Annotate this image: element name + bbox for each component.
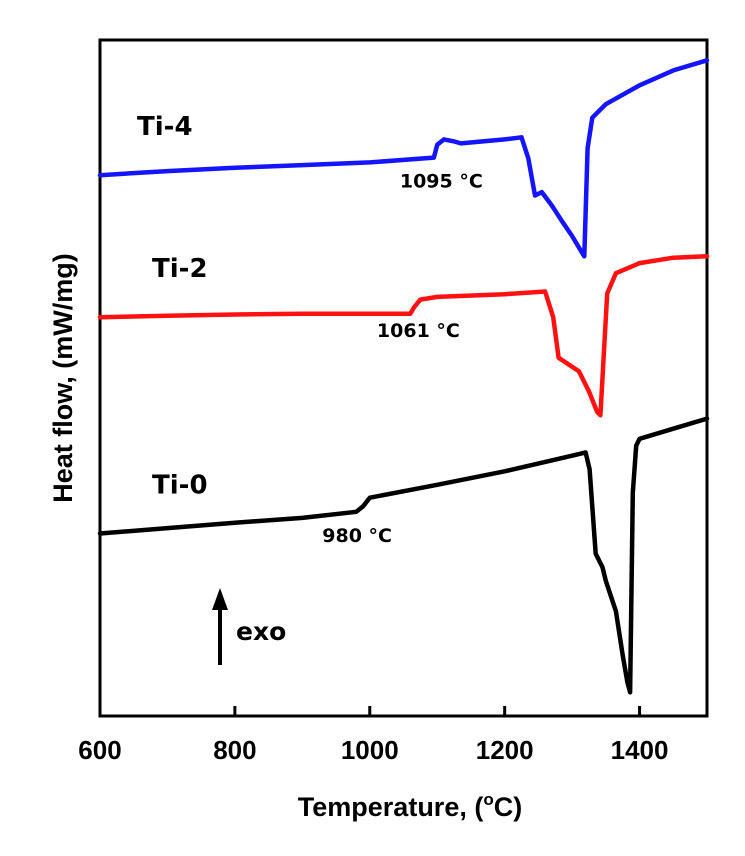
labels-layer: Ti-4 1095 °C Ti-2 1061 °C Ti-0 980 °C — [137, 112, 483, 547]
series-layer — [97, 58, 710, 695]
exo-arrow-head — [212, 588, 228, 610]
plot-frame — [98, 38, 709, 718]
series-onset-annotation-ti-4: 1095 °C — [400, 171, 483, 193]
x-axis-title-end: C) — [494, 792, 523, 822]
series-onset-annotation-ti-2: 1061 °C — [377, 320, 460, 342]
x-axis-title-sup: o — [483, 790, 493, 809]
x-tick-label: 600 — [78, 735, 121, 765]
series-name-ti-0: Ti-0 — [152, 470, 208, 500]
y-axis-title: Heat flow, (mW/mg) — [48, 253, 78, 503]
series-line-ti-0 — [97, 416, 710, 695]
series-onset-annotation-ti-0: 980 °C — [322, 525, 392, 547]
series-name-ti-4: Ti-4 — [137, 112, 193, 142]
x-tick-label: 1000 — [341, 735, 399, 765]
x-axis-title: Temperature, (oC) — [298, 790, 522, 822]
x-tick-label: 1400 — [611, 735, 669, 765]
series-name-ti-2: Ti-2 — [152, 254, 208, 284]
x-tick-label: 800 — [213, 735, 256, 765]
exo-label: exo — [236, 617, 286, 646]
x-tick-label: 1200 — [476, 735, 534, 765]
x-axis-ticks: 600 800 1000 1200 1400 — [78, 706, 668, 765]
exo-arrow — [212, 588, 228, 665]
series-line-ti-4 — [97, 58, 710, 259]
series-line-ti-2 — [97, 254, 710, 418]
